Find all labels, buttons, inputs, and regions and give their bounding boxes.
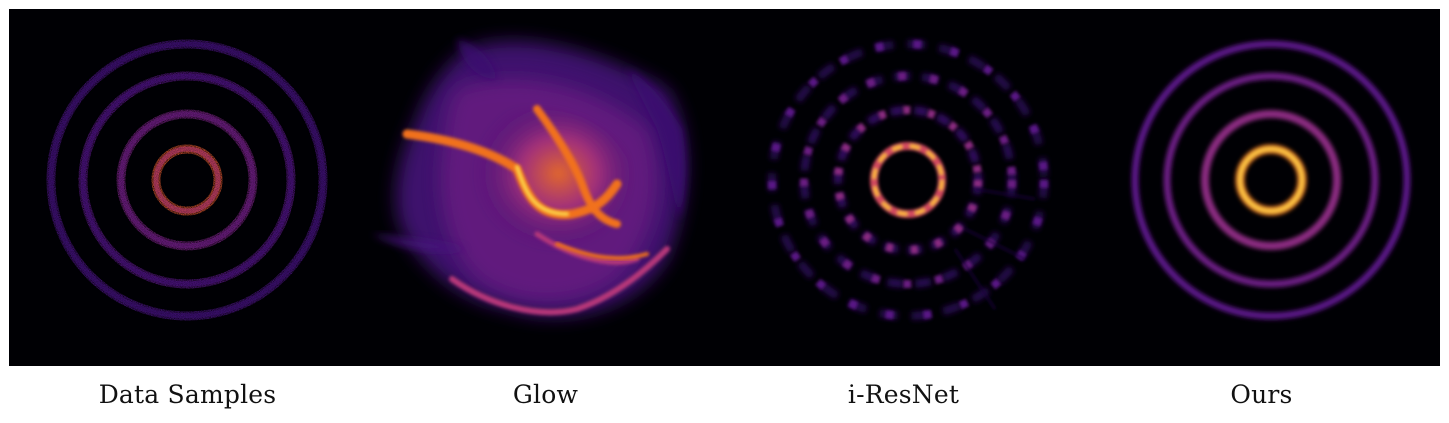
caption-data-samples: Data Samples (98, 380, 277, 409)
panel-glow (367, 9, 724, 366)
ours-image (1131, 40, 1411, 320)
caption-glow: Glow (512, 380, 579, 409)
panel-i-resnet (725, 9, 1082, 366)
panel-data-samples (9, 9, 366, 366)
glow-image (372, 39, 686, 317)
i-resnet-image (768, 40, 1048, 320)
data-samples-image (46, 39, 328, 321)
figure-strip (9, 9, 1440, 366)
caption-i-resnet: i-ResNet (847, 380, 960, 409)
panel-ours (1083, 9, 1440, 366)
caption-ours: Ours (1230, 380, 1293, 409)
